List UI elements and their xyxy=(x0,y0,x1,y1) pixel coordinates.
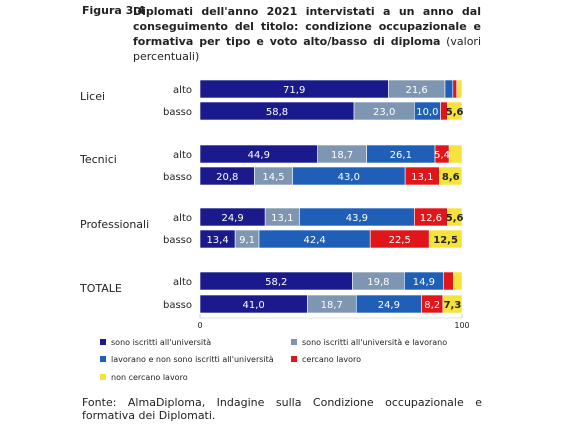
data-label: 26,1 xyxy=(390,150,412,161)
data-label: 20,8 xyxy=(216,172,238,183)
bar-segment xyxy=(428,229,463,249)
legend-swatch xyxy=(100,356,106,362)
data-label: 44,9 xyxy=(248,150,270,161)
bars-layer: Licei alto 71,9 21,6 basso 58,8 23,0 10,0 5,6 Tec… xyxy=(79,79,464,314)
row-label: alto xyxy=(173,277,192,288)
figure-title-units: (valori percentuali) xyxy=(133,35,482,63)
bar-segment xyxy=(448,144,463,164)
data-label: 13,4 xyxy=(206,235,228,246)
data-label: 43,0 xyxy=(338,172,360,183)
legend-swatch xyxy=(100,339,106,345)
data-label: 8,2 xyxy=(424,300,440,311)
bar-segment xyxy=(439,166,463,186)
bar-segment xyxy=(447,101,463,121)
row-label: alto xyxy=(173,85,192,96)
data-label: 58,8 xyxy=(266,107,288,118)
data-label: 43,9 xyxy=(346,213,368,224)
row-label: basso xyxy=(163,172,192,183)
row-label: alto xyxy=(173,213,192,224)
data-label: 24,9 xyxy=(378,300,400,311)
figure-title-main: Diplomati dell'anno 2021 intervistati a … xyxy=(133,5,481,48)
x-axis: 0 100 xyxy=(197,314,470,330)
legend-swatch xyxy=(291,339,297,345)
data-label: 5,6 xyxy=(446,213,464,224)
data-label: 71,9 xyxy=(283,85,305,96)
row-label: basso xyxy=(163,107,192,118)
bar-segment xyxy=(456,79,463,99)
legend-label: sono iscritti all'università xyxy=(111,338,211,347)
data-label: 18,7 xyxy=(321,300,343,311)
data-label: 23,0 xyxy=(373,107,395,118)
data-label: 42,4 xyxy=(303,235,325,246)
data-label: 21,6 xyxy=(406,85,428,96)
data-label: 14,9 xyxy=(413,277,435,288)
data-label: 13,1 xyxy=(411,172,433,183)
group-label: Professionali xyxy=(80,218,149,231)
legend-label: lavorano e non sono iscritti all'univers… xyxy=(111,355,274,364)
data-label: 8,6 xyxy=(442,172,460,183)
data-label: 5,4 xyxy=(434,150,450,161)
bar-segment xyxy=(453,271,463,291)
data-label: 13,1 xyxy=(271,213,293,224)
legend-swatch xyxy=(291,356,297,362)
group-label: TOTALE xyxy=(79,282,122,295)
legend-label: non cercano lavoro xyxy=(111,373,188,382)
figure-title: Diplomati dell'anno 2021 intervistati a … xyxy=(133,4,481,64)
row-label: basso xyxy=(163,300,192,311)
row-label: basso xyxy=(163,235,192,246)
group-label: Licei xyxy=(80,90,105,103)
data-label: 10,0 xyxy=(416,107,438,118)
bar-segment xyxy=(442,294,463,314)
data-label: 14,5 xyxy=(262,172,284,183)
bar-segment xyxy=(452,79,458,99)
figure-label: Figura 3.4 xyxy=(82,4,146,17)
data-label: 58,2 xyxy=(265,277,287,288)
x-tick-label: 0 xyxy=(197,321,202,330)
legend-label: sono iscritti all'università e lavorano xyxy=(302,338,447,347)
data-label: 12,6 xyxy=(420,213,442,224)
bar-segment xyxy=(447,207,463,227)
legend-label: cercano lavoro xyxy=(302,355,361,364)
bar-segment xyxy=(444,79,454,99)
data-label: 19,8 xyxy=(367,277,389,288)
legend-swatch xyxy=(100,374,106,380)
data-label: 41,0 xyxy=(243,300,265,311)
data-label: 12,5 xyxy=(433,235,458,246)
row-label: alto xyxy=(173,150,192,161)
x-tick-label: 100 xyxy=(454,321,469,330)
data-label: 9,1 xyxy=(239,235,255,246)
group-label: Tecnici xyxy=(79,153,117,166)
data-label: 22,5 xyxy=(389,235,411,246)
data-label: 7,3 xyxy=(444,300,462,311)
legend: sono iscritti all'università sono iscritt… xyxy=(100,338,447,382)
data-label: 18,7 xyxy=(331,150,353,161)
data-label: 24,9 xyxy=(221,213,243,224)
data-label: 5,6 xyxy=(446,107,464,118)
source-note: Fonte: AlmaDiploma, Indagine sulla Condi… xyxy=(82,396,482,422)
bar-segment xyxy=(443,271,454,291)
